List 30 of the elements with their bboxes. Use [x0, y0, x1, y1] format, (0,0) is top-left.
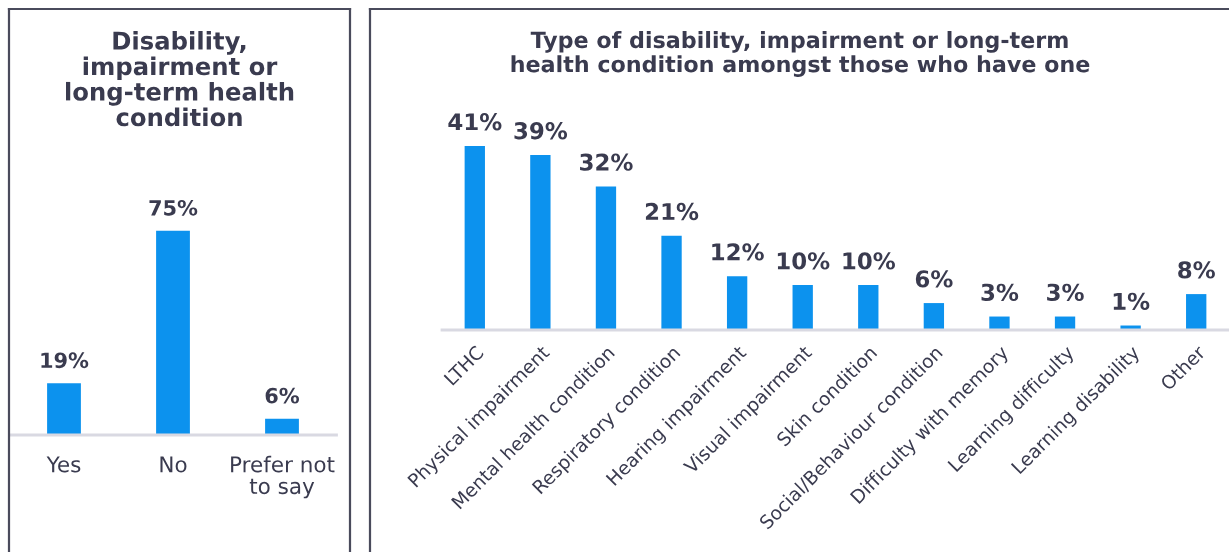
data-label: 1% [1113, 292, 1150, 310]
bar [464, 145, 485, 330]
x-tick-label: No [160, 456, 187, 473]
bar [595, 186, 617, 330]
bar [858, 285, 879, 330]
bar [661, 235, 682, 330]
data-label: 75% [149, 199, 198, 216]
data-label: 10% [777, 252, 830, 270]
bar [792, 285, 813, 330]
data-label: 3% [1047, 283, 1084, 301]
bar [726, 276, 748, 330]
data-label: 39% [514, 122, 568, 140]
chart-title: Type of disability, impairment or long-term health condition amongst those who have one [511, 31, 1090, 77]
data-label: 19% [41, 352, 89, 369]
data-label: 41% [448, 113, 502, 131]
data-label: 3% [981, 283, 1019, 301]
data-label: 8% [1178, 261, 1215, 279]
data-label: 21% [645, 202, 699, 221]
x-tick-label: Prefer not to say [231, 455, 335, 499]
data-label: 6% [915, 270, 953, 288]
data-label: 6% [265, 387, 300, 404]
data-label: 10% [843, 252, 895, 270]
data-label: 12% [712, 243, 764, 261]
x-tick-label: Yes [46, 456, 81, 473]
bar [989, 316, 1010, 330]
chart-title: Disability, impairment or long-term health condition [65, 31, 294, 127]
bar [923, 303, 945, 330]
data-label: 32% [580, 153, 633, 171]
bar [530, 154, 551, 330]
bar [1186, 294, 1207, 330]
